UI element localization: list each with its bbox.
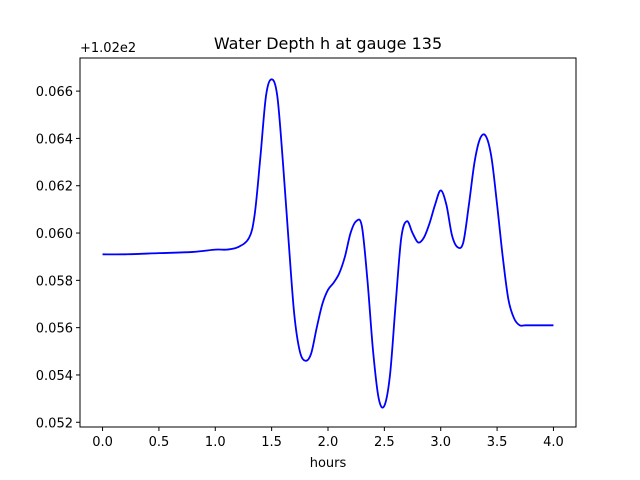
x-tick-label: 2.5 xyxy=(374,435,395,450)
x-tick-label: 1.0 xyxy=(205,435,226,450)
y-tick-label: 0.060 xyxy=(36,227,73,242)
y-tick-label: 0.064 xyxy=(36,132,73,147)
y-offset-label: +1.02e2 xyxy=(80,41,136,56)
y-tick-label: 0.058 xyxy=(36,274,73,289)
x-tick-label: 1.5 xyxy=(261,435,282,450)
y-tick-label: 0.062 xyxy=(36,180,73,195)
y-tick-label: 0.056 xyxy=(36,322,73,337)
x-tick-label: 4.0 xyxy=(543,435,564,450)
x-axis-label: hours xyxy=(310,456,347,471)
series-line-0 xyxy=(102,78,554,409)
y-tick-label: 0.052 xyxy=(36,416,73,431)
y-tick-label: 0.054 xyxy=(36,369,73,384)
x-tick-label: 2.0 xyxy=(318,435,339,450)
chart-title: Water Depth h at gauge 135 xyxy=(214,34,442,53)
x-tick-label: 0.0 xyxy=(92,435,113,450)
x-tick-label: 3.0 xyxy=(430,435,451,450)
x-tick-label: 0.5 xyxy=(149,435,170,450)
y-tick-label: 0.066 xyxy=(36,85,73,100)
x-tick-label: 3.5 xyxy=(487,435,508,450)
plot-area: 0.0 0.5 1.0 1.5 2.0 2.5 3.0 3.5 4.0 0.052 0.054 0.0… xyxy=(36,57,577,450)
